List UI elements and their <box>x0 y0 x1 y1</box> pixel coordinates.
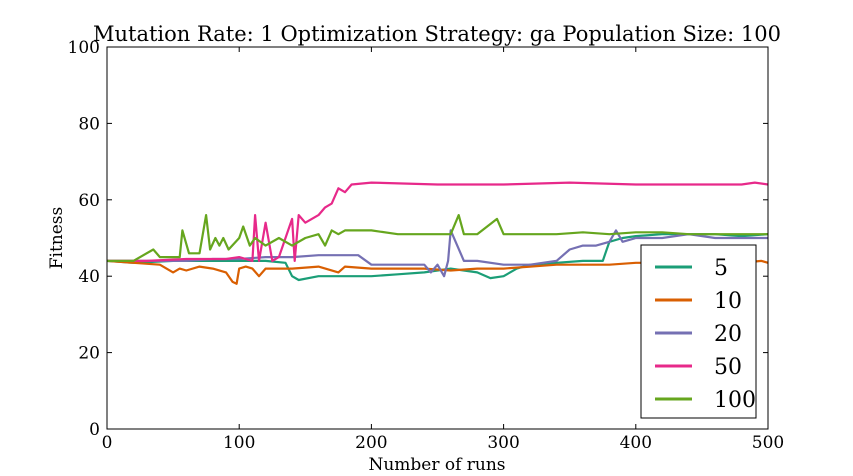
chart-title: Mutation Rate: 1 Optimization Strategy: … <box>93 22 781 46</box>
series-lines <box>106 181 769 285</box>
series-line-10 <box>106 259 769 285</box>
legend: 5 10 20 50 100 <box>640 244 757 419</box>
y-tick-label: 100 <box>68 38 100 58</box>
y-tick-label: 20 <box>78 344 100 364</box>
legend-label: 100 <box>714 388 756 413</box>
legend-label: 10 <box>714 289 742 314</box>
x-tick-label: 200 <box>355 433 387 453</box>
y-tick-label: 40 <box>78 267 100 287</box>
legend-label: 5 <box>714 256 728 281</box>
series-line-20 <box>107 229 768 278</box>
series-line-50 <box>107 181 769 262</box>
x-tick-label: 300 <box>487 433 519 453</box>
legend-label: 50 <box>714 355 742 380</box>
x-tick-label: 0 <box>102 433 113 453</box>
x-tick-label: 100 <box>223 433 255 453</box>
y-axis-label: Fitness <box>47 207 67 270</box>
axis-ticks: 0 100 200 300 400 500 0 20 40 60 80 100 <box>68 38 785 453</box>
y-tick-label: 80 <box>78 114 100 134</box>
x-axis-label: Number of runs <box>368 455 505 475</box>
plot-frame <box>106 46 769 430</box>
y-tick-label: 0 <box>89 420 100 440</box>
x-tick-label: 500 <box>752 433 784 453</box>
series-line-100 <box>107 214 768 262</box>
y-tick-label: 60 <box>78 191 100 211</box>
legend-label: 20 <box>714 322 742 347</box>
x-tick-label: 400 <box>620 433 652 453</box>
